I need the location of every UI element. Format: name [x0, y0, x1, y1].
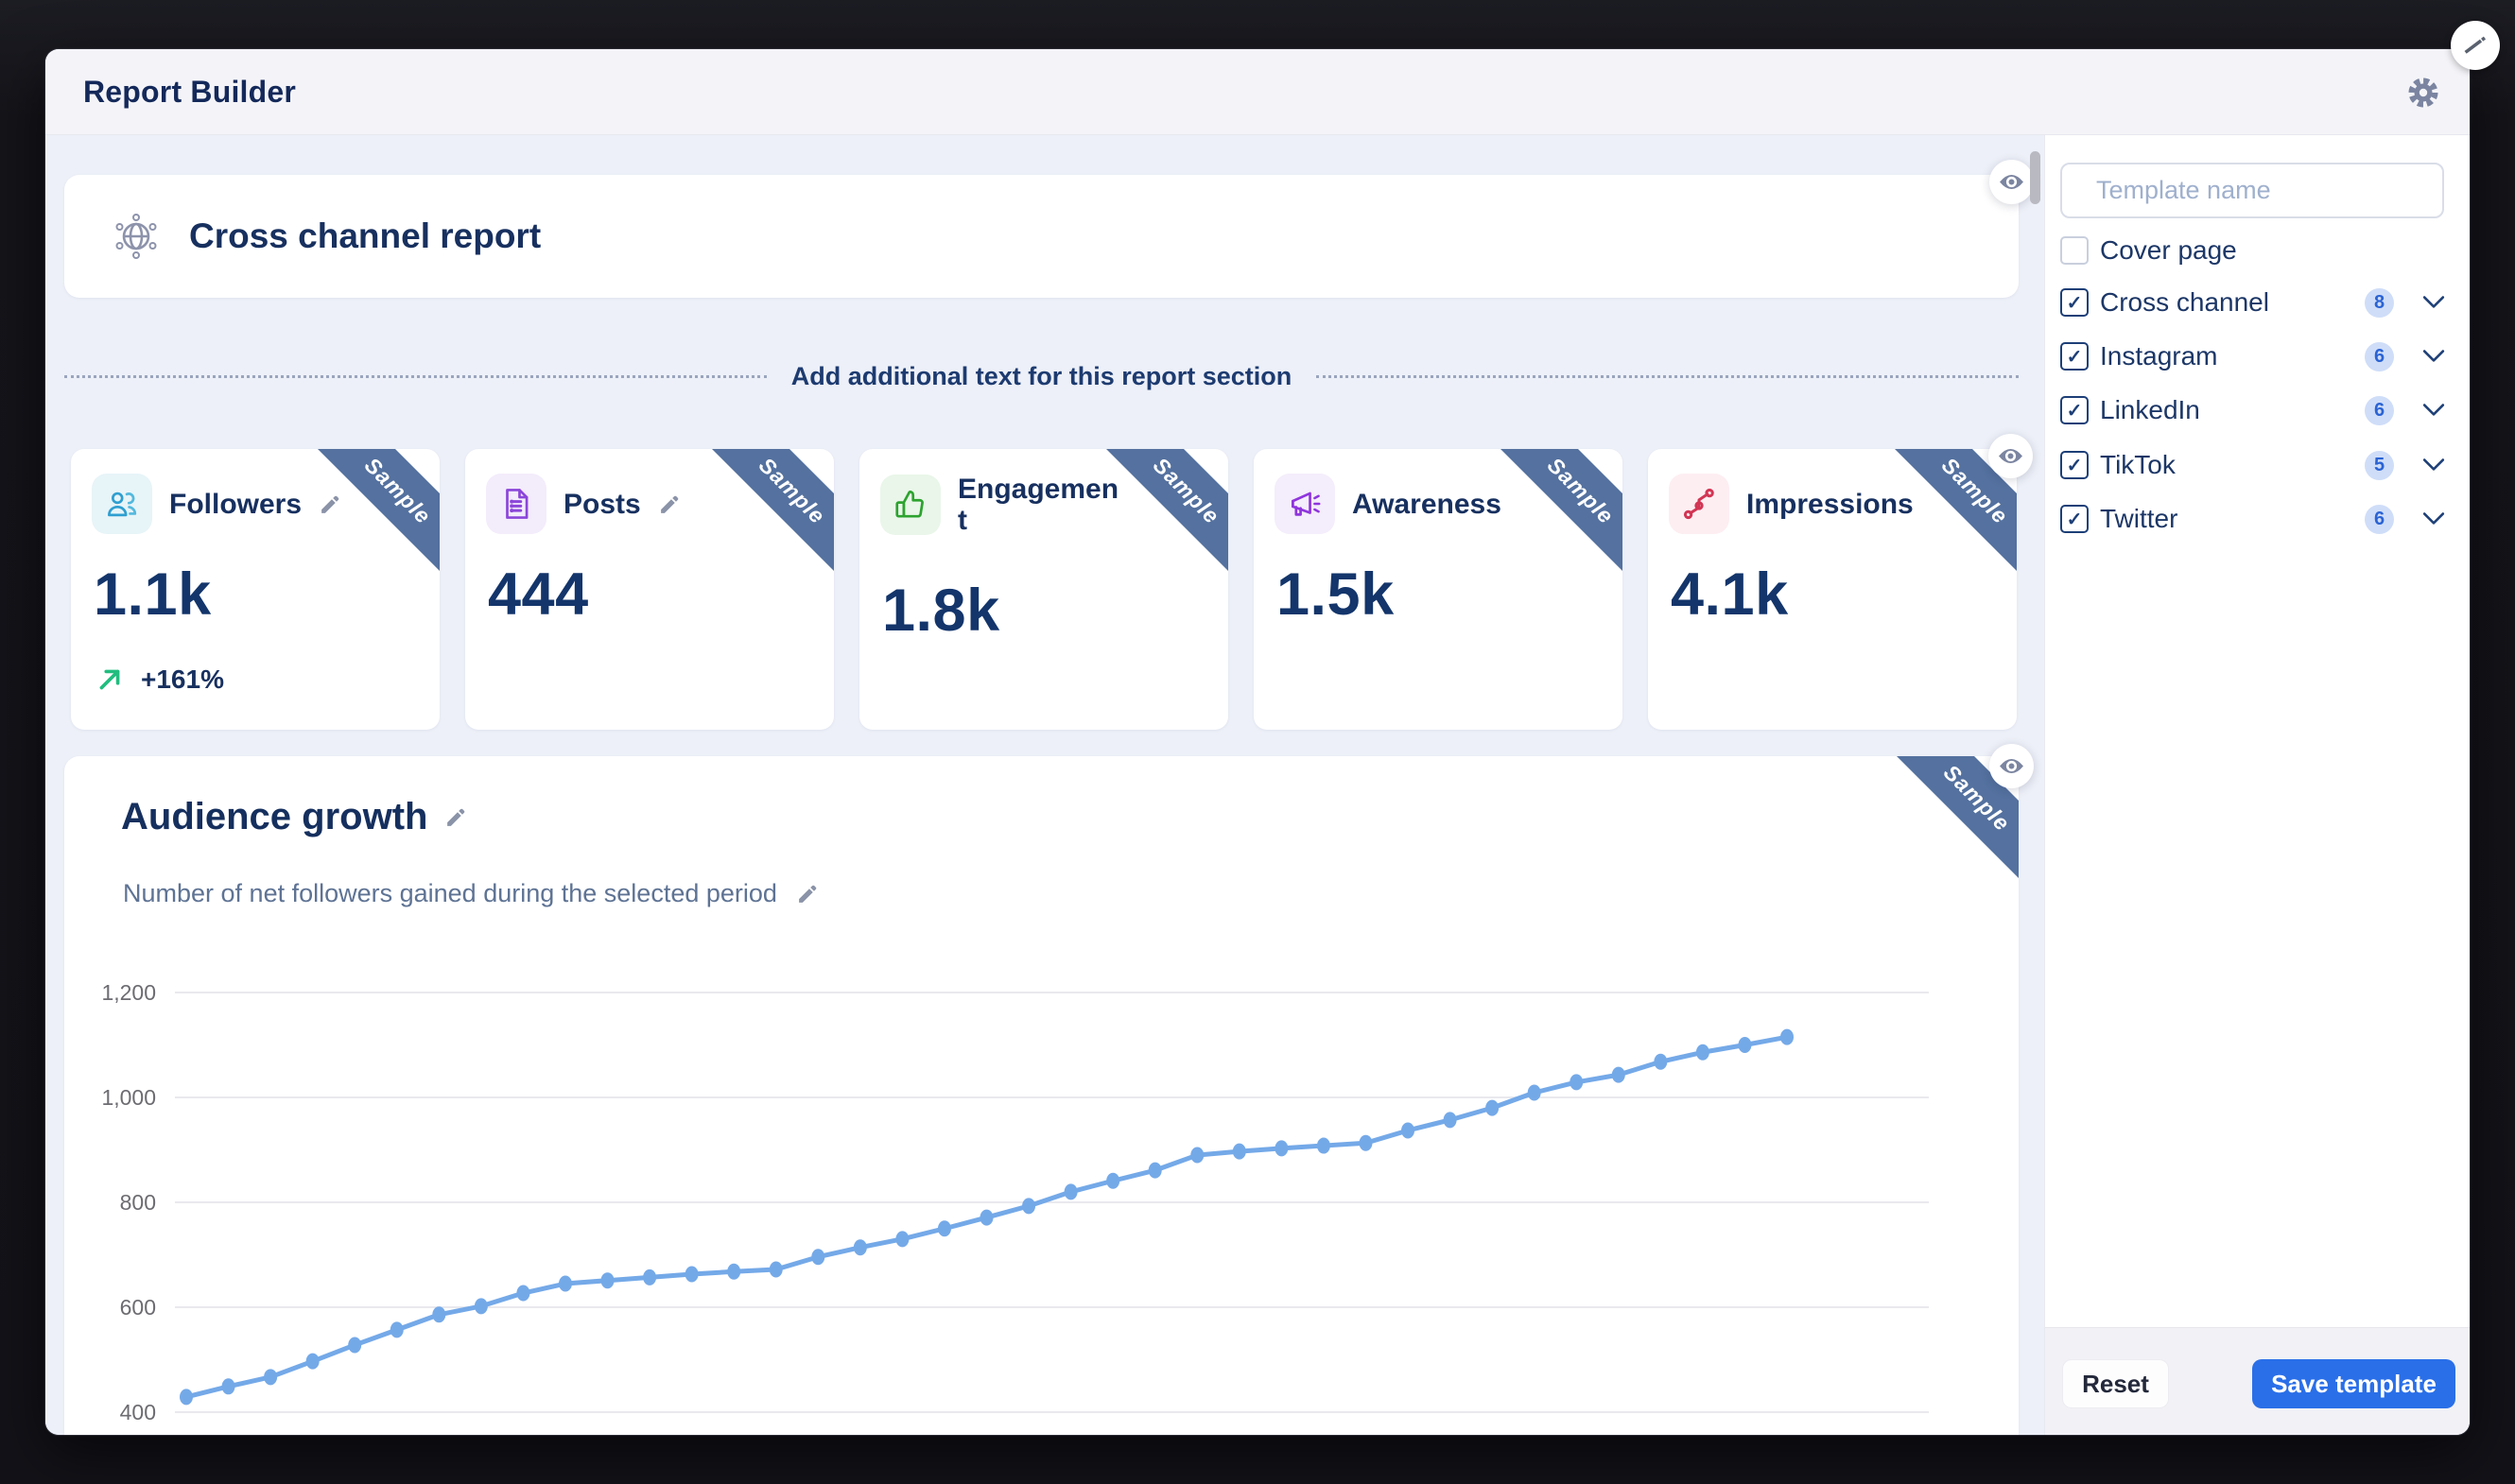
metric-card-followers[interactable]: Followers 1.1k +161% Sample	[71, 449, 440, 730]
sidebar-item-linkedin[interactable]: LinkedIn 6	[2045, 389, 2470, 431]
save-template-button[interactable]: Save template	[2252, 1359, 2455, 1408]
edit-pencil-icon[interactable]	[319, 492, 342, 516]
section-count-badge: 5	[2365, 450, 2394, 480]
metric-label: Followers	[169, 488, 303, 520]
section-count-badge: 6	[2365, 504, 2394, 534]
eye-icon	[1999, 448, 2022, 464]
tiktok-checkbox[interactable]	[2060, 451, 2089, 479]
metric-card-awareness[interactable]: Awareness 1.5k Sample	[1254, 449, 1622, 730]
instagram-checkbox[interactable]	[2060, 342, 2089, 371]
section-label: Instagram	[2100, 341, 2218, 371]
app-window: Report Builder	[45, 49, 2470, 1435]
report-canvas: Cross channel report Add additional text…	[45, 134, 2044, 1435]
chevron-down-icon[interactable]	[2422, 403, 2445, 418]
metric-value: 1.1k	[94, 561, 212, 628]
chevron-down-icon[interactable]	[2422, 349, 2445, 364]
share-icon	[1669, 474, 1729, 534]
divider-dotted-line	[1316, 374, 2020, 378]
preview-eye-button-metrics[interactable]	[1988, 434, 2033, 478]
settings-gear-icon[interactable]	[2405, 75, 2441, 111]
chevron-down-icon[interactable]	[2422, 295, 2445, 310]
svg-text:400: 400	[120, 1400, 156, 1424]
section-label: Twitter	[2100, 504, 2178, 533]
metric-card-engagement[interactable]: Engagement 1.8k Sample	[859, 449, 1228, 730]
sidebar-item-cover-page[interactable]: Cover page	[2045, 230, 2470, 271]
chevron-down-icon[interactable]	[2422, 457, 2445, 473]
sample-ribbon: Sample	[1490, 449, 1622, 581]
linkedin-checkbox[interactable]	[2060, 396, 2089, 424]
metric-card-impressions[interactable]: Impressions 4.1k Sample	[1648, 449, 2017, 730]
section-label: Cross channel	[2100, 287, 2269, 317]
audience-growth-card[interactable]: Audience growth Number of net followers …	[64, 756, 2019, 1435]
template-sidebar: Cover page Cross channel 8 Instagram 6	[2044, 134, 2470, 1435]
audience-growth-chart: 1,200 1,000 800 600 400	[101, 980, 1929, 1424]
trend-up-arrow-icon	[99, 669, 120, 690]
eye-icon	[2000, 758, 2023, 774]
chevron-down-icon[interactable]	[2422, 511, 2445, 526]
sidebar-item-twitter[interactable]: Twitter 6	[2045, 498, 2470, 540]
eye-icon	[2000, 174, 2023, 190]
svg-text:1,200: 1,200	[101, 980, 156, 1005]
metric-value: 1.5k	[1276, 561, 1395, 628]
reset-button[interactable]: Reset	[2062, 1359, 2169, 1408]
globe-network-icon	[115, 214, 157, 259]
section-label: Cover page	[2100, 235, 2237, 265]
metric-card-posts[interactable]: Posts 444 Sample	[465, 449, 834, 730]
svg-text:800: 800	[120, 1190, 156, 1215]
edit-pencil-icon[interactable]	[658, 492, 682, 516]
metric-label: Impressions	[1746, 488, 1914, 520]
report-title-card[interactable]: Cross channel report	[64, 175, 2019, 298]
thumbs-up-icon	[880, 475, 941, 535]
preview-eye-button-audience[interactable]	[1989, 744, 2034, 788]
metric-delta: +161%	[95, 664, 224, 695]
section-count-badge: 6	[2365, 341, 2394, 371]
cover-page-checkbox[interactable]	[2060, 236, 2089, 265]
edit-pencil-icon[interactable]	[796, 882, 820, 906]
document-icon	[486, 474, 546, 534]
svg-text:600: 600	[120, 1295, 156, 1320]
metric-label: Awareness	[1352, 488, 1501, 520]
floating-edit-button[interactable]	[2451, 21, 2500, 70]
add-text-label[interactable]: Add additional text for this report sect…	[790, 361, 1292, 390]
sidebar-item-cross-channel[interactable]: Cross channel 8	[2045, 282, 2470, 323]
metric-delta-value: +161%	[141, 664, 224, 694]
metric-label: Posts	[564, 488, 641, 520]
megaphone-icon	[1275, 474, 1335, 534]
sample-ribbon: Sample	[702, 449, 834, 581]
sidebar-item-instagram[interactable]: Instagram 6	[2045, 336, 2470, 377]
metric-value: 1.8k	[882, 578, 1000, 644]
report-title: Cross channel report	[189, 216, 542, 255]
preview-eye-button-report-title[interactable]	[1989, 160, 2034, 204]
audience-growth-title: Audience growth	[121, 796, 428, 837]
section-divider[interactable]: Add additional text for this report sect…	[64, 359, 2020, 393]
divider-dotted-line	[64, 374, 767, 378]
sidebar-footer: Reset Save template	[2045, 1327, 2470, 1435]
scrollbar-thumb[interactable]	[2030, 151, 2040, 204]
section-label: LinkedIn	[2100, 395, 2200, 424]
section-count-badge: 6	[2365, 395, 2394, 425]
metric-value: 4.1k	[1671, 561, 1789, 628]
svg-text:1,000: 1,000	[101, 1085, 156, 1110]
app-header: Report Builder	[45, 49, 2470, 135]
pencil-icon	[2464, 36, 2487, 54]
metric-label: Engagement	[958, 474, 1119, 536]
metric-cards-row: Followers 1.1k +161% Sample	[71, 449, 2019, 730]
section-count-badge: 8	[2365, 287, 2394, 318]
users-icon	[92, 474, 152, 534]
metric-value: 444	[488, 561, 589, 628]
page-title: Report Builder	[83, 74, 297, 109]
sidebar-item-tiktok[interactable]: TikTok 5	[2045, 444, 2470, 486]
edit-pencil-icon[interactable]	[444, 805, 468, 829]
template-name-input[interactable]	[2060, 163, 2444, 218]
cross-channel-checkbox[interactable]	[2060, 288, 2089, 317]
section-label: TikTok	[2100, 450, 2176, 479]
audience-growth-subtitle: Number of net followers gained during th…	[123, 879, 777, 907]
twitter-checkbox[interactable]	[2060, 505, 2089, 533]
